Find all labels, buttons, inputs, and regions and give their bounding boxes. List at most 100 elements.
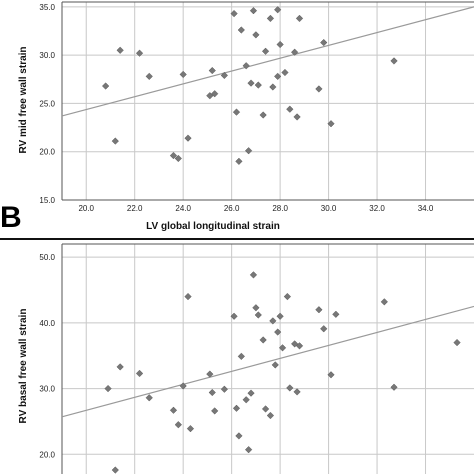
x-tick-label: 20.0	[78, 204, 94, 213]
x-tick-label: 34.0	[418, 204, 434, 213]
panel-b-scatter-plot: 20.0 30.0 40.0 50.0	[39, 243, 474, 474]
data-point	[332, 310, 340, 318]
data-point	[111, 466, 119, 474]
data-point	[390, 383, 398, 391]
data-point	[327, 371, 335, 379]
data-point	[235, 432, 243, 440]
data-point	[242, 62, 250, 70]
regression-line	[61, 6, 474, 117]
data-point	[135, 49, 144, 57]
plot-area	[62, 2, 474, 200]
data-point	[291, 48, 299, 56]
data-point	[230, 312, 238, 320]
data-point	[291, 340, 299, 348]
data-point	[116, 46, 124, 54]
y-tick-label: 35.0	[39, 3, 55, 12]
x-tick-label: 24.0	[175, 204, 191, 213]
panel-b-letter: B	[0, 201, 22, 234]
y-tick-label: 40.0	[39, 319, 55, 328]
data-point	[208, 388, 216, 397]
data-point	[252, 31, 260, 39]
data-point	[266, 14, 275, 23]
data-point	[266, 411, 275, 420]
data-point	[135, 369, 144, 378]
data-point	[220, 385, 229, 393]
data-point	[179, 70, 187, 79]
data-point	[269, 83, 277, 91]
data-point	[211, 90, 219, 98]
data-point	[244, 147, 253, 155]
data-point	[259, 336, 267, 344]
data-point	[274, 72, 282, 81]
data-point	[254, 311, 262, 319]
data-point	[206, 370, 214, 378]
data-point	[278, 344, 287, 352]
y-tick-label: 15.0	[39, 196, 55, 205]
data-point	[174, 154, 182, 163]
data-point	[274, 6, 282, 14]
data-point	[271, 361, 279, 369]
data-point	[235, 157, 243, 166]
y-tick-label: 20.0	[39, 148, 55, 157]
data-point	[380, 298, 388, 306]
data-point	[184, 292, 192, 301]
data-point	[169, 406, 178, 414]
data-point	[276, 40, 284, 49]
data-point	[281, 68, 289, 77]
plot-area	[62, 244, 474, 474]
data-point	[286, 105, 294, 113]
data-point	[261, 47, 270, 55]
data-point	[230, 9, 238, 18]
data-point	[186, 425, 195, 433]
data-point	[269, 317, 277, 325]
data-point	[295, 342, 304, 350]
data-point	[320, 38, 328, 47]
y-tick-label: 25.0	[39, 99, 55, 108]
y-tick-label: 50.0	[39, 253, 55, 262]
y-tick-label: 30.0	[39, 385, 55, 394]
data-point	[184, 134, 192, 142]
data-point	[208, 66, 216, 75]
data-point	[293, 388, 301, 396]
data-point	[232, 404, 241, 412]
data-point	[320, 325, 328, 333]
data-point	[220, 71, 229, 80]
data-point	[315, 85, 323, 93]
data-point	[315, 306, 323, 314]
x-tick-label: 22.0	[127, 204, 143, 213]
data-point	[274, 328, 282, 336]
data-point	[327, 120, 335, 128]
data-point	[247, 389, 255, 397]
data-point	[293, 113, 301, 121]
x-tick-label: 32.0	[369, 204, 385, 213]
y-tick-label: 30.0	[39, 51, 55, 60]
panel-a-x-axis-title: LV global longitudinal strain	[146, 221, 280, 232]
data-point	[169, 151, 178, 160]
data-point	[111, 137, 119, 145]
x-tick-label: 26.0	[224, 204, 240, 213]
data-point	[283, 292, 292, 301]
data-point	[232, 108, 241, 116]
data-point	[295, 14, 304, 23]
data-point	[252, 304, 260, 312]
data-point	[249, 271, 258, 279]
data-point	[247, 79, 255, 87]
data-point	[259, 111, 267, 119]
data-point	[276, 312, 284, 320]
panel-a-scatter-plot: 15.0 20.0 25.0 30.0 35.0 20.0 22.0 24.0 26.0 28.0…	[39, 1, 474, 213]
data-point	[237, 352, 245, 361]
data-point	[116, 363, 124, 371]
data-point	[244, 446, 253, 454]
data-point	[145, 72, 153, 81]
data-point	[249, 7, 258, 15]
data-point	[145, 394, 153, 402]
data-point	[390, 57, 398, 65]
data-point	[237, 26, 245, 34]
data-point	[174, 421, 182, 429]
data-point	[242, 396, 250, 404]
panel-a-y-axis-title: RV mid free wall strain	[18, 46, 29, 153]
data-point	[453, 338, 461, 347]
data-point	[104, 384, 112, 393]
data-point	[254, 81, 262, 89]
